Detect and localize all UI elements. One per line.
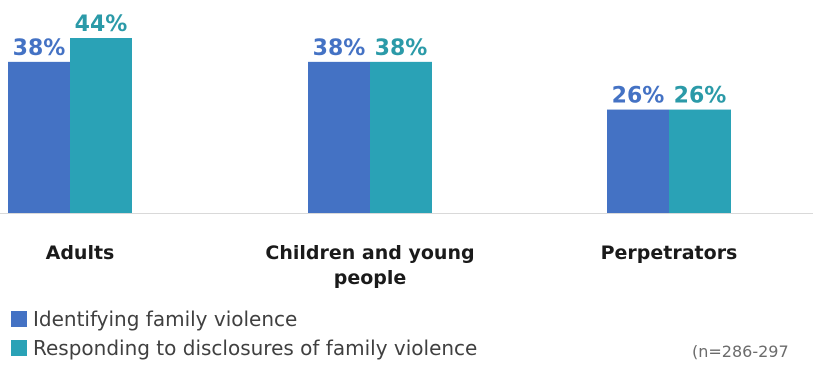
bar-adults-series-2 [70,38,132,213]
sample-size-note: (n=286-297 [692,342,789,361]
legend-label-responding: Responding to disclosures of family viol… [33,335,478,360]
category-label-perpetrators: Perpetrators [600,242,738,264]
legend-item-responding: Responding to disclosures of family viol… [11,333,477,362]
data-label-children-and-young-people-series-2: 38% [375,36,428,61]
legend-swatch-identifying [11,310,27,327]
bar-children-and-young-people-series-2 [370,61,432,214]
bar-perpetrators-series-1 [607,109,669,213]
legend: Identifying family violence Responding t… [11,304,477,362]
legend-item-identifying: Identifying family violence [11,304,477,333]
bar-perpetrators-series-2 [669,109,731,213]
data-label-adults-series-2: 44% [75,12,128,37]
data-label-adults-series-1: 38% [13,36,66,61]
category-label-adults: Adults [45,242,115,264]
data-label-children-and-young-people-series-1: 38% [313,36,366,61]
category-label-children-and-young-people: Children and young people [265,242,475,289]
data-label-perpetrators-series-2: 26% [674,84,727,109]
legend-swatch-responding [11,339,27,356]
bar-children-and-young-people-series-1 [308,61,370,214]
data-label-perpetrators-series-1: 26% [612,84,665,109]
bar-chart: 38% 44% 38% 38% 26% 26% [0,12,813,214]
bar-adults-series-1 [8,61,70,214]
legend-label-identifying: Identifying family violence [33,306,298,331]
